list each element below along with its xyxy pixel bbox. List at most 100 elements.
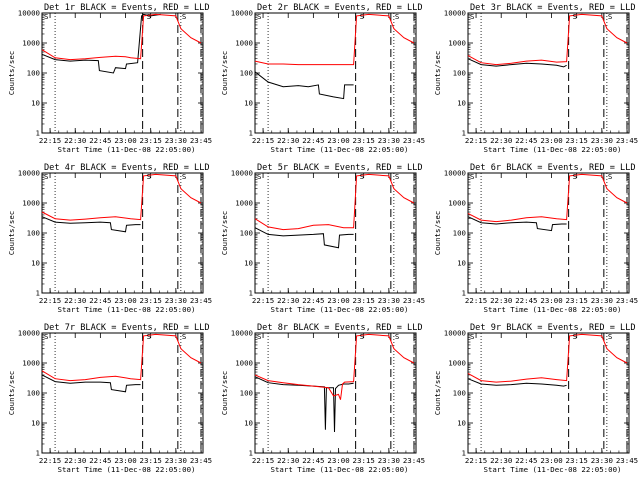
x-tick-label: 22:30 (490, 296, 512, 305)
y-tick-label: 10 (31, 99, 40, 108)
plot-frame (467, 172, 630, 294)
x-tick-label: 23:45 (403, 296, 425, 305)
y-tick-label: 1 (249, 129, 253, 138)
x-axis-label: Start Time (11-Dec-08 22:05:00) (484, 145, 622, 154)
y-tick-label: 10 (244, 419, 253, 428)
plot-frame (41, 12, 204, 134)
x-tick-label: 23:30 (165, 136, 187, 145)
y-tick-label: 10 (31, 419, 40, 428)
y-tick-label: 10 (31, 259, 40, 268)
y-axis-label: Counts/sec (433, 51, 442, 96)
plot-frame (41, 172, 204, 294)
chart-title: Det 7r BLACK = Events, RED = LLD (44, 323, 210, 333)
series-line-lld (254, 333, 415, 400)
y-axis-label: Counts/sec (7, 211, 16, 256)
y-tick-label: 1 (36, 129, 40, 138)
x-axis-label: Start Time (11-Dec-08 22:05:00) (484, 465, 622, 474)
x-tick-label: 22:30 (277, 136, 299, 145)
x-tick-label: 23:00 (114, 456, 136, 465)
x-tick-label: 23:00 (114, 296, 136, 305)
y-tick-label: 100 (453, 389, 466, 398)
x-tick-label: 23:45 (616, 296, 638, 305)
segment-marker: S (573, 332, 577, 341)
series-line-lld (41, 13, 202, 61)
x-tick-label: 22:45 (302, 456, 324, 465)
x-tick-label: 23:30 (591, 136, 613, 145)
x-tick-label: 23:45 (403, 456, 425, 465)
x-tick-label: 22:30 (64, 456, 86, 465)
x-tick-label: 23:15 (566, 296, 588, 305)
x-tick-label: 23:00 (327, 136, 349, 145)
x-axis-label: Start Time (11-Dec-08 22:05:00) (58, 145, 196, 154)
chart-panel-9: Det 9r BLACK = Events, RED = LLD 1 10 100 10… (433, 323, 638, 474)
x-axis-label: Start Time (11-Dec-08 22:05:00) (484, 305, 622, 314)
y-tick-label: 1 (462, 129, 466, 138)
y-axis-label: Counts/sec (7, 371, 16, 416)
x-tick-label: 22:30 (490, 136, 512, 145)
x-tick-label: 23:30 (378, 136, 400, 145)
x-tick-label: 23:00 (540, 456, 562, 465)
y-tick-label: 1 (249, 289, 253, 298)
x-tick-label: 22:30 (277, 296, 299, 305)
chart-title: Det 4r BLACK = Events, RED = LLD (44, 163, 210, 173)
y-tick-label: 100 (453, 229, 466, 238)
segment-marker: S (608, 172, 612, 181)
y-tick-label: 1 (36, 449, 40, 458)
series-line-events (41, 374, 141, 393)
y-tick-label: 1 (36, 289, 40, 298)
plot-frame (41, 332, 204, 454)
chart-panel-1: Det 1r BLACK = Events, RED = LLD 1 10 100 10… (7, 3, 212, 154)
x-tick-label: 23:15 (140, 136, 162, 145)
plot-frame (254, 172, 417, 294)
y-tick-label: 1000 (448, 199, 466, 208)
x-tick-label: 22:45 (89, 296, 111, 305)
segment-marker: S (470, 12, 474, 21)
y-tick-label: 1 (462, 449, 466, 458)
y-tick-label: 10000 (231, 169, 253, 178)
chart-panel-8: Det 8r BLACK = Events, RED = LLD 1 10 100 10… (220, 323, 425, 474)
y-axis-label: Counts/sec (433, 371, 442, 416)
x-tick-label: 22:15 (465, 296, 487, 305)
chart-title: Det 5r BLACK = Events, RED = LLD (257, 163, 423, 173)
x-tick-label: 23:30 (591, 296, 613, 305)
chart-title: Det 6r BLACK = Events, RED = LLD (470, 163, 636, 173)
series-line-lld (467, 13, 628, 66)
y-tick-label: 1000 (22, 359, 40, 368)
series-line-events (41, 216, 141, 233)
chart-panel-7: Det 7r BLACK = Events, RED = LLD 1 10 100 10… (7, 323, 212, 474)
x-tick-label: 22:45 (302, 296, 324, 305)
series-line-events (254, 227, 354, 249)
segment-marker: S (573, 12, 577, 21)
x-tick-label: 23:15 (566, 456, 588, 465)
segment-marker: S (395, 332, 399, 341)
x-tick-label: 23:15 (353, 456, 375, 465)
y-tick-label: 100 (240, 229, 253, 238)
segment-marker: S (608, 12, 612, 21)
chart-panel-6: Det 6r BLACK = Events, RED = LLD 1 10 100 10… (433, 163, 638, 314)
x-tick-label: 22:45 (515, 136, 537, 145)
y-tick-label: 10 (457, 419, 466, 428)
chart-title: Det 3r BLACK = Events, RED = LLD (470, 3, 636, 13)
plot-frame (467, 12, 630, 134)
x-axis-label: Start Time (11-Dec-08 22:05:00) (58, 305, 196, 314)
segment-marker: S (44, 172, 48, 181)
x-tick-label: 22:30 (277, 456, 299, 465)
segment-marker: S (147, 172, 151, 181)
y-tick-label: 1000 (448, 359, 466, 368)
x-axis-label: Start Time (11-Dec-08 22:05:00) (271, 465, 409, 474)
x-tick-label: 22:15 (465, 136, 487, 145)
segment-marker: S (360, 332, 364, 341)
y-tick-label: 10 (457, 99, 466, 108)
y-tick-label: 10 (244, 259, 253, 268)
segment-marker: S (608, 332, 612, 341)
chart-title: Det 1r BLACK = Events, RED = LLD (44, 3, 210, 13)
y-tick-label: 10 (457, 259, 466, 268)
x-tick-label: 22:45 (515, 456, 537, 465)
segment-marker: S (147, 332, 151, 341)
x-tick-label: 22:15 (39, 456, 61, 465)
segment-marker: S (257, 12, 261, 21)
x-tick-label: 23:45 (190, 136, 212, 145)
y-tick-label: 100 (240, 389, 253, 398)
y-tick-label: 100 (453, 69, 466, 78)
y-tick-label: 10000 (18, 329, 40, 338)
